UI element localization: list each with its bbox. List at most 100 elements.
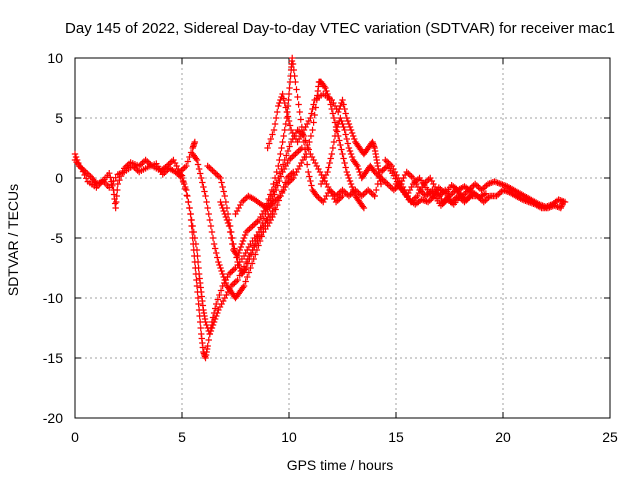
data-point [408, 173, 415, 180]
data-point [219, 204, 226, 212]
data-point [110, 177, 117, 185]
data-point [211, 245, 219, 252]
data-point [334, 197, 341, 204]
data-point [340, 123, 347, 131]
data-point [345, 144, 353, 152]
y-tick-label: -20 [43, 410, 63, 426]
data-point [271, 174, 279, 182]
data-point [237, 201, 244, 209]
data-point [281, 156, 288, 164]
data-point [295, 135, 303, 143]
data-point [218, 179, 225, 186]
data-point [282, 120, 289, 128]
data-point [291, 132, 298, 140]
data-point [235, 261, 242, 269]
data-point [259, 219, 266, 227]
data-point [191, 138, 199, 146]
data-point [280, 186, 287, 194]
data-point [232, 278, 240, 285]
data-point [475, 183, 482, 191]
data-point [246, 225, 253, 233]
data-point [322, 84, 329, 92]
data-point [283, 108, 291, 116]
data-point [313, 162, 321, 170]
data-point [310, 119, 317, 126]
data-point [324, 183, 332, 191]
data-point [193, 276, 200, 284]
data-point [220, 273, 227, 281]
data-point [189, 222, 196, 230]
data-point [428, 177, 436, 185]
data-point [471, 180, 479, 188]
y-axis-label: SDTVAR / TECUs [5, 184, 21, 296]
data-point [358, 192, 365, 200]
data-point [284, 113, 292, 120]
data-point [214, 296, 222, 303]
data-point [202, 192, 209, 200]
data-point [279, 161, 287, 168]
data-point [217, 174, 224, 182]
data-point [219, 183, 226, 191]
data-point [288, 176, 295, 183]
data-point [213, 249, 220, 257]
data-point [275, 194, 283, 201]
data-point [243, 264, 250, 272]
data-point [278, 144, 285, 152]
data-point [171, 159, 179, 167]
data-point [348, 183, 356, 191]
data-point [206, 164, 213, 171]
data-point [214, 171, 221, 179]
data-point [339, 186, 346, 194]
y-tick-labels: -20 -15 -10 -5 0 5 10 [43, 50, 63, 426]
data-point [112, 198, 120, 206]
x-tick-label: 15 [388, 429, 404, 445]
data-point [108, 181, 115, 188]
data-point [210, 168, 218, 176]
data-point [188, 216, 195, 224]
data-point [348, 153, 356, 161]
data-point [267, 191, 274, 198]
data-point [301, 153, 308, 161]
data-point [221, 294, 228, 302]
data-point [222, 198, 230, 206]
data-point [213, 312, 220, 320]
x-axis-label: GPS time / hours [287, 457, 394, 473]
data-point [237, 243, 245, 251]
data-point [355, 165, 362, 173]
data-point [204, 342, 211, 350]
data-point [382, 179, 390, 186]
data-point [299, 156, 307, 164]
data-point [342, 189, 349, 197]
data-point [327, 155, 334, 162]
data-point [311, 111, 318, 119]
data-point [196, 170, 204, 177]
data-point [275, 102, 282, 110]
data-point [294, 165, 302, 173]
data-point [384, 180, 391, 188]
data-point [268, 186, 276, 194]
data-point [293, 149, 301, 156]
data-point [249, 222, 256, 230]
data-point [270, 126, 278, 134]
data-point [292, 78, 299, 86]
data-point [307, 132, 315, 140]
data-point [467, 188, 475, 195]
data-point [364, 186, 372, 194]
data-point [350, 132, 357, 140]
data-point [343, 135, 350, 143]
data-point [339, 96, 346, 104]
data-point [113, 192, 120, 200]
data-point [345, 192, 353, 200]
data-point [186, 153, 193, 161]
data-point [332, 126, 340, 134]
data-point [204, 204, 211, 212]
data-point [194, 252, 201, 260]
data-point [239, 237, 247, 245]
data-point [277, 96, 284, 104]
data-point [286, 122, 294, 129]
data-point [247, 251, 255, 258]
data-point [223, 216, 231, 224]
data-point [185, 198, 192, 206]
data-point [227, 269, 234, 276]
data-point [193, 282, 201, 290]
